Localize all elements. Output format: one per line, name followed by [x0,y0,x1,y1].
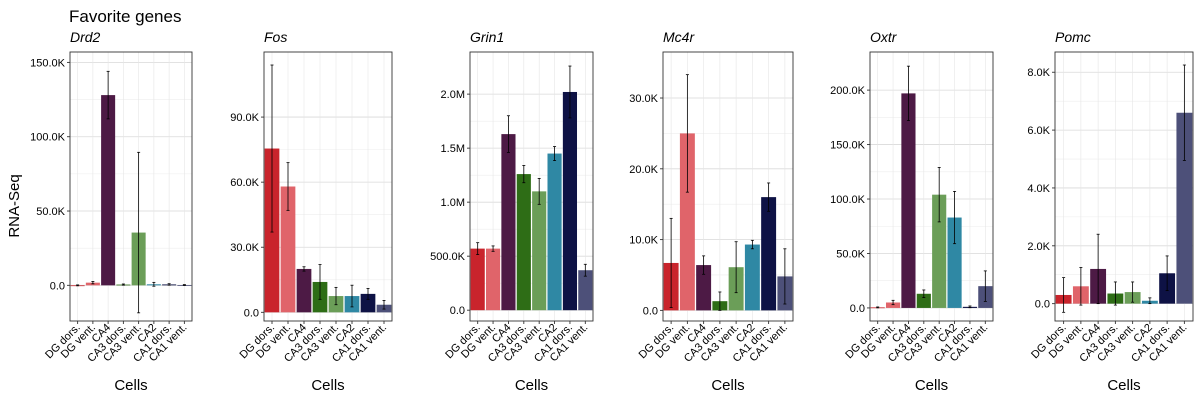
bar [1176,112,1193,304]
y-tick-label: 60.0K [230,177,259,189]
bar [916,293,931,308]
bar [947,217,962,308]
bar [296,268,312,313]
panel-title: Pomc [1055,29,1091,45]
y-tick-label: 50.0K [36,206,65,218]
bar [761,197,777,311]
y-tick-label: 0.0 [643,305,658,317]
bar [280,186,296,313]
y-tick-label: 6.0K [1027,125,1050,137]
y-tick-label: 500.0K [430,251,466,263]
y-tick-label: 0.0 [1035,299,1050,311]
x-axis-label: Cells [114,377,147,394]
y-tick-label: 0.0 [450,305,465,317]
bar [360,293,376,313]
x-axis-label: Cells [915,377,948,394]
panel-title: Mc4r [663,29,695,45]
y-tick-label: 0.0 [850,303,865,315]
y-axis-label: RNA-Seq [6,174,23,237]
y-tick-label: 1.0M [441,197,465,209]
bar [532,191,547,311]
bar [470,248,485,311]
panel-border [869,51,994,322]
bar [101,95,116,286]
panel-title: Fos [264,29,287,45]
x-axis-label: Cells [515,377,548,394]
bar [501,134,516,311]
y-tick-label: 4.0K [1027,183,1050,195]
bar [744,244,760,311]
x-axis-label: Cells [1107,377,1140,394]
y-tick-label: 0.0 [50,280,65,292]
y-tick-label: 30.0K [629,93,658,105]
bar [547,153,562,311]
y-tick-label: 100.0K [830,194,866,206]
bar [696,265,712,311]
panel-border [662,51,794,322]
y-tick-label: 90.0K [230,112,259,124]
bar [679,133,695,311]
y-tick-label: 50.0K [836,248,865,260]
y-tick-label: 150.0K [30,57,66,69]
y-tick-label: 10.0K [629,235,658,247]
panel-border [263,51,393,322]
y-tick-label: 2.0K [1027,241,1050,253]
bar [578,270,593,311]
panel-title: Oxtr [870,29,898,45]
panel-border [69,51,193,322]
x-axis-label: Cells [311,377,344,394]
y-tick-label: 2.0M [441,89,465,101]
y-tick-label: 100.0K [30,132,66,144]
y-tick-label: 1.5M [441,143,465,155]
y-tick-label: 150.0K [830,140,866,152]
y-tick-label: 20.0K [629,164,658,176]
panel-title: Drd2 [70,29,101,45]
bar [932,194,947,308]
bar [901,93,916,308]
x-axis-label: Cells [711,377,744,394]
y-tick-label: 0.0 [244,307,259,319]
bar [485,248,501,311]
y-tick-label: 200.0K [830,85,866,97]
bar [885,302,901,308]
y-tick-label: 8.0K [1027,67,1050,79]
bar [562,91,578,311]
panel-border [469,51,594,322]
panel-title: Grin1 [470,29,504,45]
figure-title: Favorite genes [69,7,181,26]
panel-border [1054,51,1194,322]
y-tick-label: 30.0K [230,242,259,254]
bar [516,174,531,311]
